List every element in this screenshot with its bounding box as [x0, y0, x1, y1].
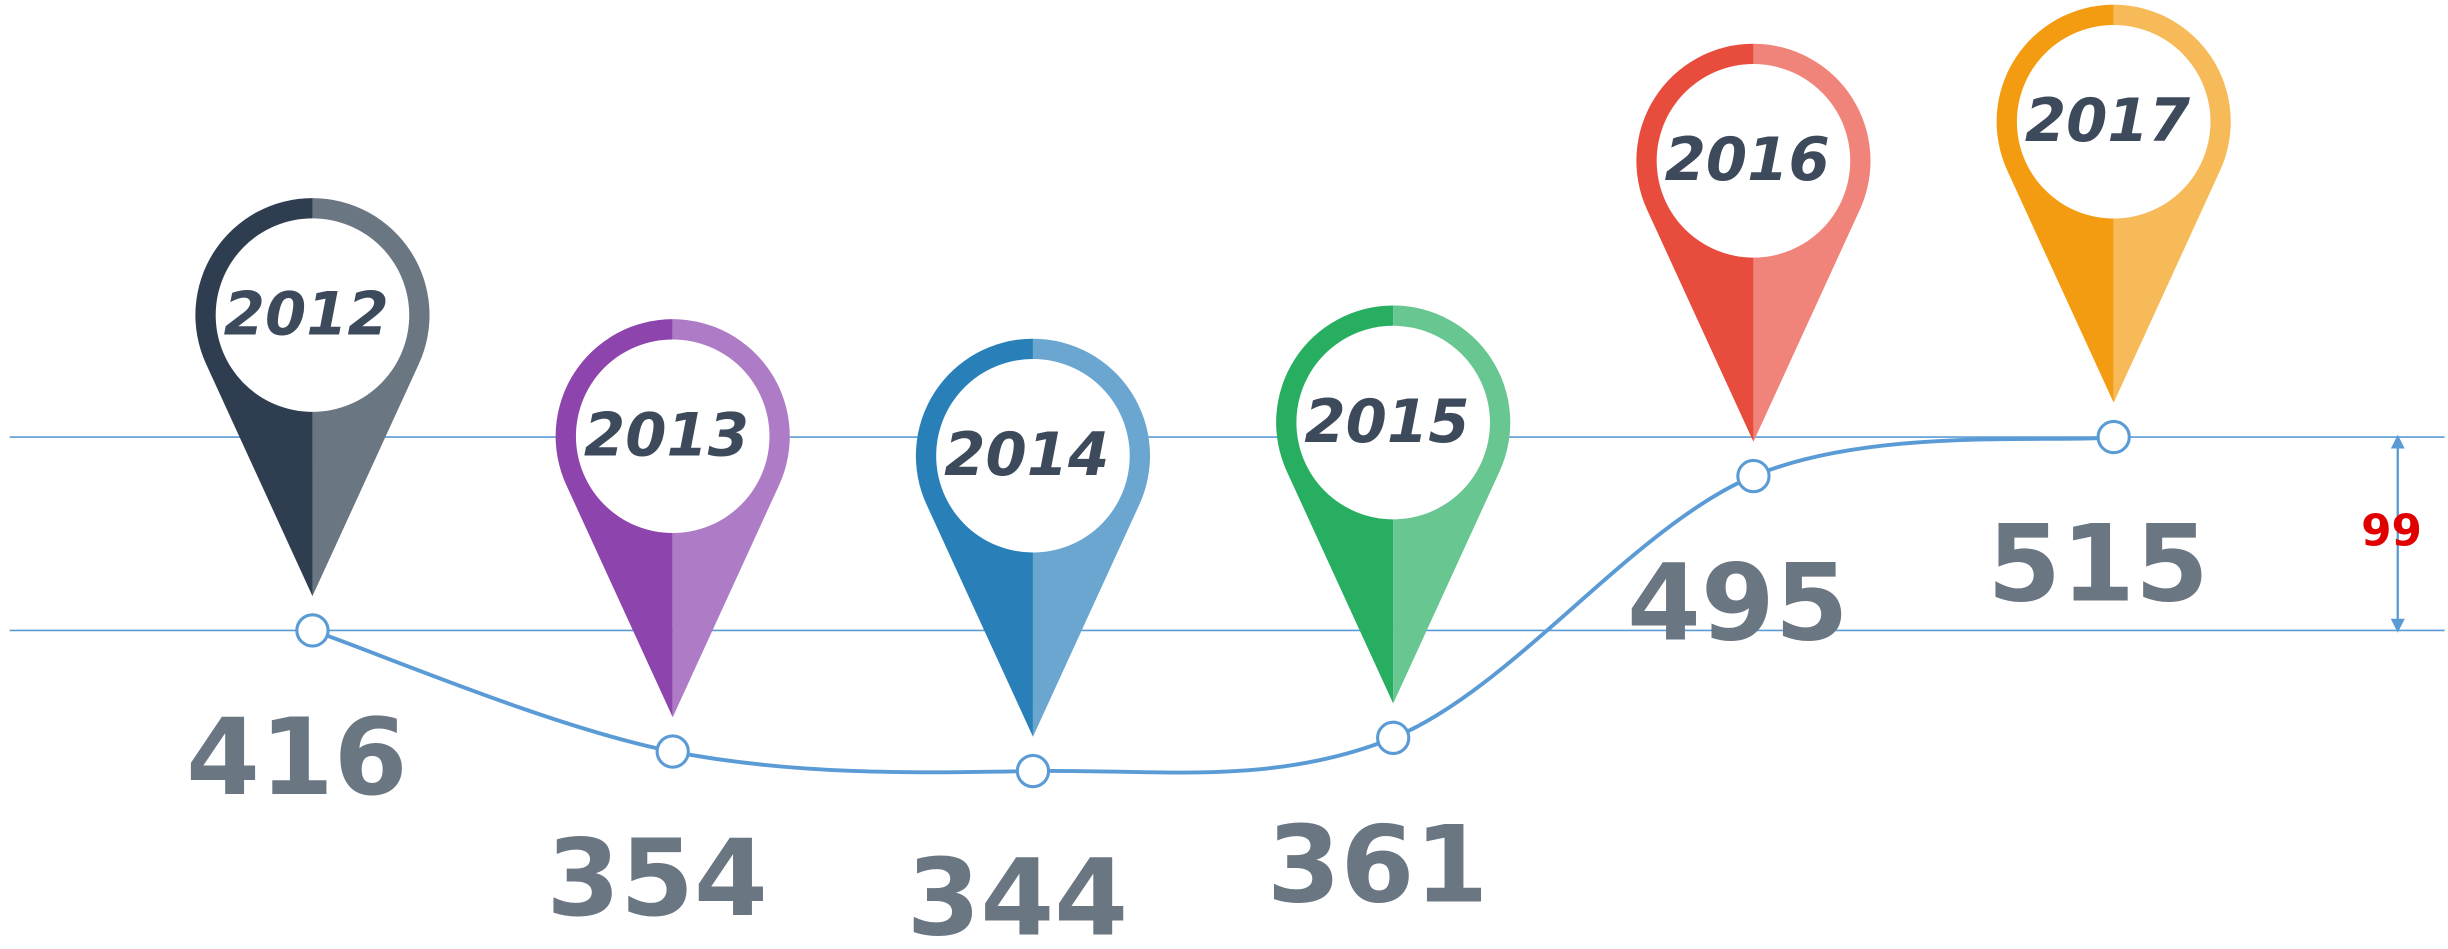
value-label: 416 [186, 696, 408, 820]
value-label: 354 [546, 817, 768, 941]
pin: 2017 [1996, 4, 2231, 403]
pin-face [936, 358, 1130, 553]
pin: 2013 [555, 319, 790, 718]
pin-face [215, 218, 410, 412]
value-label: 344 [907, 837, 1129, 949]
year-label: 2014 [944, 420, 1109, 489]
pin-face [1296, 325, 1490, 520]
trend-line [311, 435, 2114, 775]
pin-face [575, 339, 770, 534]
year-label: 2015 [1304, 387, 1469, 456]
value-label: 495 [1627, 542, 1849, 666]
year-label: 2016 [1665, 125, 1830, 194]
pin-face [1656, 64, 1851, 258]
annotation: 99 [2361, 506, 2422, 557]
data-point [2096, 419, 2131, 455]
data-point [1376, 720, 1411, 756]
pin: 2014 [915, 338, 1151, 737]
value-label: 361 [1267, 803, 1489, 927]
pin: 2016 [1636, 43, 1871, 442]
data-point [655, 734, 690, 769]
data-point [1736, 458, 1771, 494]
pin-face [2016, 24, 2211, 219]
data-point [1015, 753, 1051, 789]
data-point [295, 613, 330, 648]
pin: 2015 [1276, 305, 1511, 704]
year-label: 2017 [2025, 86, 2191, 155]
value-label: 515 [1987, 503, 2209, 627]
year-label: 2012 [224, 279, 389, 348]
year-label: 2013 [584, 400, 749, 469]
pin: 2012 [195, 198, 430, 597]
